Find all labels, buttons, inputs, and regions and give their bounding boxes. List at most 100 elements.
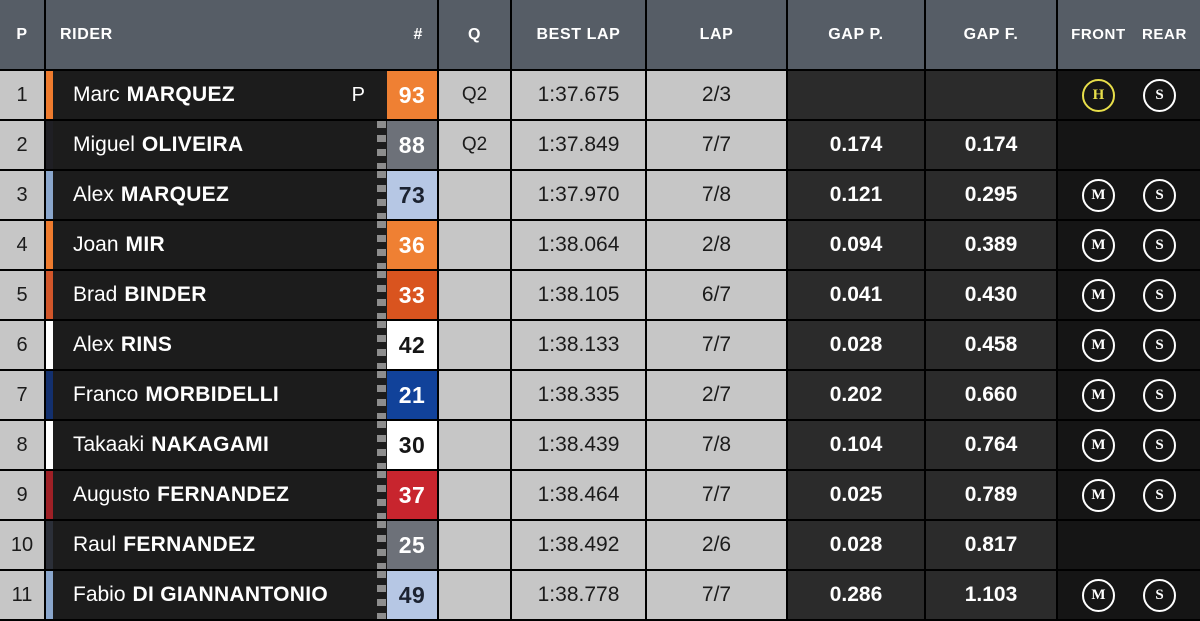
rider-number-badge[interactable]: 42 [387, 321, 437, 369]
rider-number-badge[interactable]: 36 [387, 221, 437, 269]
rear-tyre-icon: S [1143, 378, 1176, 412]
row-best-lap-value: 1:38.439 [537, 433, 620, 456]
row-tyres: M S [1058, 371, 1200, 419]
table-row[interactable]: 9 Augusto FERNANDEZ 37 1:38.464 7/7 0.02… [0, 471, 1200, 521]
rider-number-badge[interactable]: 49 [387, 571, 437, 619]
rear-tyre-icon: S [1143, 478, 1176, 512]
table-row[interactable]: 11 Fabio DI GIANNANTONIO 49 1:38.778 7/7… [0, 571, 1200, 621]
team-color-stripe [46, 421, 53, 469]
row-gap-previous: 0.041 [788, 271, 926, 319]
header-gap-previous[interactable]: GAP P. [788, 0, 926, 69]
rider-last-name: MARQUEZ [126, 83, 235, 106]
row-rider[interactable]: Marc MARQUEZ P 93 [46, 71, 439, 119]
row-qualifying [439, 571, 512, 619]
rider-number-badge[interactable]: 21 [387, 371, 437, 419]
row-tyres: M S [1058, 221, 1200, 269]
row-gap-first-value: 0.430 [964, 283, 1018, 306]
header-tyres[interactable]: FRONT REAR [1058, 0, 1200, 69]
row-gap-previous-value: 0.174 [829, 133, 883, 156]
rider-number-badge[interactable]: 93 [387, 71, 437, 119]
pit-lane-dash-marker [377, 471, 386, 519]
table-row[interactable]: 6 Alex RINS 42 1:38.133 7/7 0.028 0.458 [0, 321, 1200, 371]
pit-flag [365, 571, 377, 619]
row-gap-first-value: 0.174 [964, 133, 1018, 156]
row-lap-value: 2/3 [701, 83, 732, 106]
row-lap: 7/7 [647, 121, 788, 169]
row-position-value: 2 [16, 133, 28, 156]
row-rider[interactable]: Alex RINS 42 [46, 321, 439, 369]
header-gap-first[interactable]: GAP F. [926, 0, 1058, 69]
row-tyres: M S [1058, 171, 1200, 219]
rider-last-name: FERNANDEZ [123, 533, 256, 556]
row-rider[interactable]: Fabio DI GIANNANTONIO 49 [46, 571, 439, 619]
pit-lane-dash-marker [377, 171, 386, 219]
rider-number-badge[interactable]: 73 [387, 171, 437, 219]
row-lap-value: 7/7 [701, 583, 732, 606]
rider-number-badge[interactable]: 88 [387, 121, 437, 169]
header-position[interactable]: P [0, 0, 46, 69]
row-rider[interactable]: Miguel OLIVEIRA 88 [46, 121, 439, 169]
rider-last-name: OLIVEIRA [141, 133, 244, 156]
header-rider-label: RIDER [60, 25, 113, 43]
front-tyre-icon: M [1082, 278, 1115, 312]
rider-first-name: Joan [73, 233, 119, 256]
pit-lane-dash-marker [377, 421, 386, 469]
row-tyres [1058, 121, 1200, 169]
row-position-value: 7 [16, 383, 28, 406]
table-row[interactable]: 1 Marc MARQUEZ P 93 Q2 1:37.675 2/3 [0, 71, 1200, 121]
row-lap: 7/7 [647, 321, 788, 369]
row-rider[interactable]: Franco MORBIDELLI 21 [46, 371, 439, 419]
row-position-value: 8 [16, 433, 28, 456]
pit-flag [365, 271, 377, 319]
table-row[interactable]: 7 Franco MORBIDELLI 21 1:38.335 2/7 0.20… [0, 371, 1200, 421]
row-rider[interactable]: Joan MIR 36 [46, 221, 439, 269]
row-gap-previous: 0.028 [788, 321, 926, 369]
pit-lane-dash-marker [377, 371, 386, 419]
pit-flag [365, 221, 377, 269]
row-rider[interactable]: Brad BINDER 33 [46, 271, 439, 319]
pit-flag [365, 121, 377, 169]
row-gap-first-value: 0.295 [964, 183, 1018, 206]
row-rider[interactable]: Raul FERNANDEZ 25 [46, 521, 439, 569]
rider-number-badge[interactable]: 33 [387, 271, 437, 319]
header-number-label: # [413, 25, 423, 43]
row-best-lap-value: 1:38.335 [537, 383, 620, 406]
row-tyres [1058, 521, 1200, 569]
row-rider[interactable]: Takaaki NAKAGAMI 30 [46, 421, 439, 469]
header-best-lap[interactable]: BEST LAP [512, 0, 647, 69]
table-row[interactable]: 4 Joan MIR 36 1:38.064 2/8 0.094 0.389 [0, 221, 1200, 271]
row-position-value: 6 [16, 333, 28, 356]
header-rider[interactable]: RIDER # [46, 0, 439, 69]
rider-name: Joan MIR [53, 221, 365, 269]
row-gap-first: 1.103 [926, 571, 1058, 619]
team-color-stripe [46, 321, 53, 369]
table-row[interactable]: 10 Raul FERNANDEZ 25 1:38.492 2/6 0.028 … [0, 521, 1200, 571]
table-row[interactable]: 5 Brad BINDER 33 1:38.105 6/7 0.041 0.43… [0, 271, 1200, 321]
row-rider[interactable]: Augusto FERNANDEZ 37 [46, 471, 439, 519]
row-gap-previous-value: 0.028 [829, 333, 883, 356]
row-rider[interactable]: Alex MARQUEZ 73 [46, 171, 439, 219]
rider-number-badge[interactable]: 30 [387, 421, 437, 469]
row-lap-value: 7/8 [701, 183, 732, 206]
header-qualifying[interactable]: Q [439, 0, 512, 69]
row-gap-previous-value: 0.104 [829, 433, 883, 456]
table-row[interactable]: 3 Alex MARQUEZ 73 1:37.970 7/8 0.121 0.2… [0, 171, 1200, 221]
table-row[interactable]: 2 Miguel OLIVEIRA 88 Q2 1:37.849 7/7 0.1… [0, 121, 1200, 171]
rear-tyre-icon: S [1143, 578, 1176, 612]
front-tyre-icon: M [1082, 178, 1115, 212]
rear-tyre-icon: S [1143, 178, 1176, 212]
row-lap-value: 7/7 [701, 333, 732, 356]
table-body: 1 Marc MARQUEZ P 93 Q2 1:37.675 2/3 [0, 71, 1200, 621]
row-gap-previous-value: 0.028 [829, 533, 883, 556]
rider-number-badge[interactable]: 25 [387, 521, 437, 569]
row-best-lap: 1:38.464 [512, 471, 647, 519]
row-gap-first: 0.389 [926, 221, 1058, 269]
row-gap-previous: 0.174 [788, 121, 926, 169]
row-qualifying [439, 371, 512, 419]
front-tyre-icon: M [1082, 328, 1115, 362]
row-qualifying [439, 271, 512, 319]
table-row[interactable]: 8 Takaaki NAKAGAMI 30 1:38.439 7/8 0.104… [0, 421, 1200, 471]
header-lap[interactable]: LAP [647, 0, 788, 69]
rider-name: Marc MARQUEZ [53, 71, 352, 119]
rider-number-badge[interactable]: 37 [387, 471, 437, 519]
